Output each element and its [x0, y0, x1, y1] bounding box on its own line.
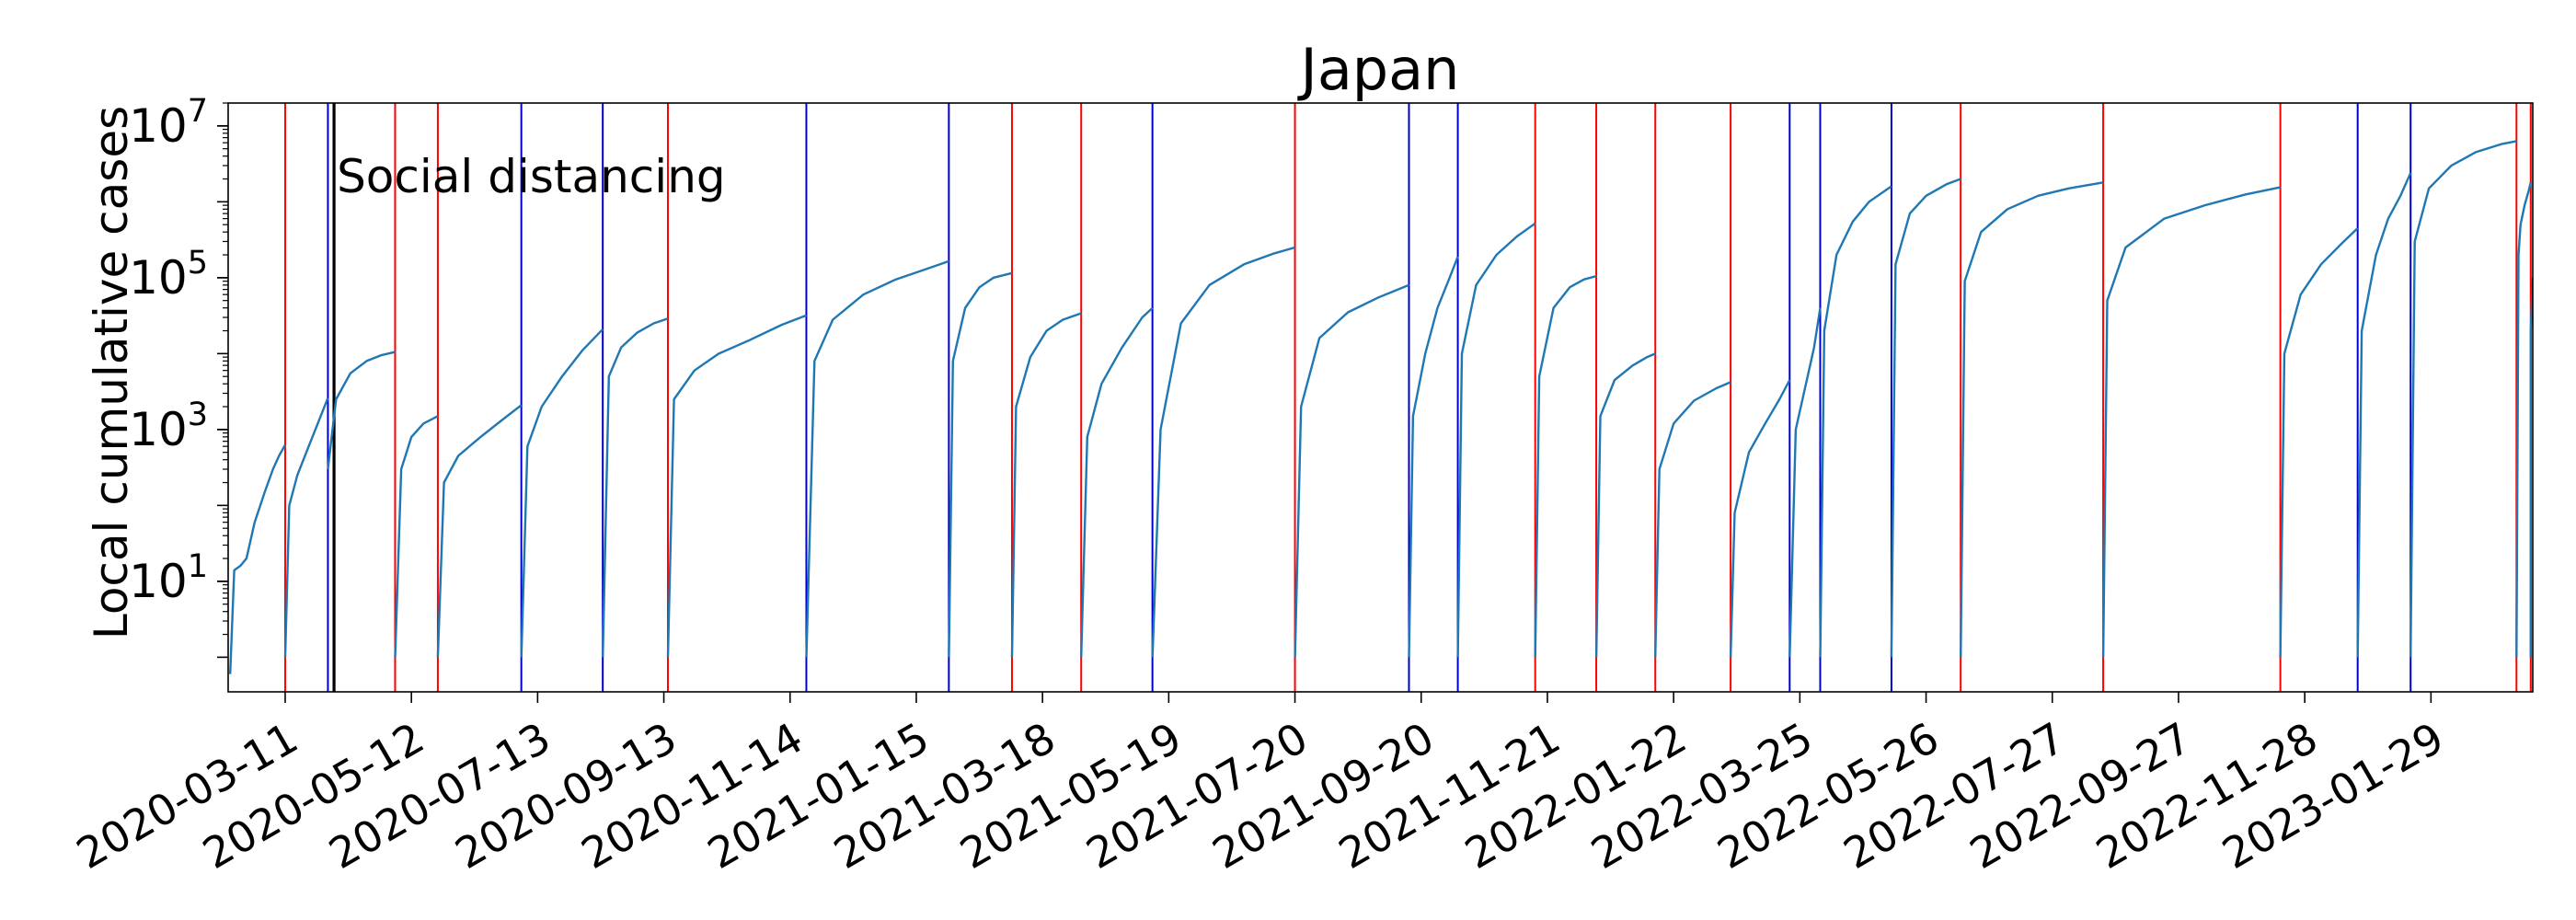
y-tick-label: 103 — [129, 397, 208, 456]
series-line — [1960, 181, 2104, 658]
series-line — [2356, 172, 2412, 658]
plot-frame — [227, 102, 2534, 693]
series-line — [1890, 178, 1961, 658]
series-line — [283, 397, 329, 658]
series-line — [2279, 227, 2359, 658]
series-line — [1534, 274, 1597, 658]
series-line — [666, 314, 807, 658]
series-line — [229, 443, 287, 674]
series-line — [948, 271, 1013, 658]
series-line — [1788, 307, 1822, 658]
series-line — [1654, 381, 1731, 658]
y-axis-title: Local cumulative cases — [85, 106, 138, 639]
x-axis: 2020-03-112020-05-122020-07-132020-09-13… — [68, 692, 2452, 879]
series-line — [1080, 306, 1154, 658]
series-line — [1408, 256, 1459, 658]
series-line — [520, 328, 604, 658]
annotation-layer: Social distancing — [337, 150, 726, 203]
series-line — [394, 415, 439, 658]
series-line — [1294, 283, 1409, 658]
series-line — [1819, 185, 1892, 658]
series-line — [327, 351, 396, 470]
y-tick-label: 105 — [129, 245, 208, 305]
series-line — [1010, 312, 1082, 658]
y-tick-label: 101 — [129, 548, 208, 608]
series-line — [1151, 246, 1295, 658]
series-line — [2409, 140, 2517, 658]
series-layer — [229, 140, 2533, 674]
annotation-label: Social distancing — [337, 150, 726, 203]
series-line — [1456, 222, 1536, 658]
series-line — [436, 404, 523, 658]
series-line — [2101, 186, 2281, 658]
series-line — [1594, 352, 1656, 658]
y-tick-label: 107 — [129, 93, 208, 153]
series-line — [2515, 182, 2532, 658]
chart-title: Japan — [1297, 36, 1460, 103]
series-line — [602, 317, 669, 658]
series-line — [805, 259, 949, 658]
series-line — [1729, 379, 1791, 658]
y-axis: 101 103 105 107 — [129, 93, 228, 659]
